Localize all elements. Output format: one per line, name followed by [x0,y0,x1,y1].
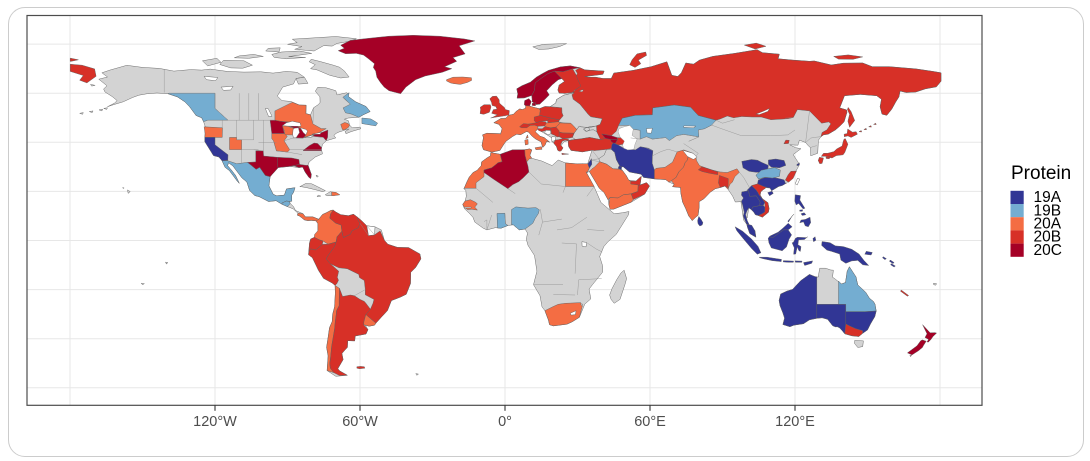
svg-text:20C: 20C [1034,242,1062,259]
svg-text:60°E: 60°E [634,414,666,430]
svg-text:60°W: 60°W [342,414,378,430]
svg-text:120°E: 120°E [775,414,815,430]
svg-text:19B: 19B [1034,202,1062,219]
svg-text:Protein: Protein [1011,163,1071,184]
svg-text:19A: 19A [1034,189,1062,206]
svg-text:20B: 20B [1034,229,1062,246]
svg-text:0°: 0° [498,414,512,430]
svg-text:120°W: 120°W [193,414,237,430]
svg-text:20A: 20A [1034,216,1062,233]
